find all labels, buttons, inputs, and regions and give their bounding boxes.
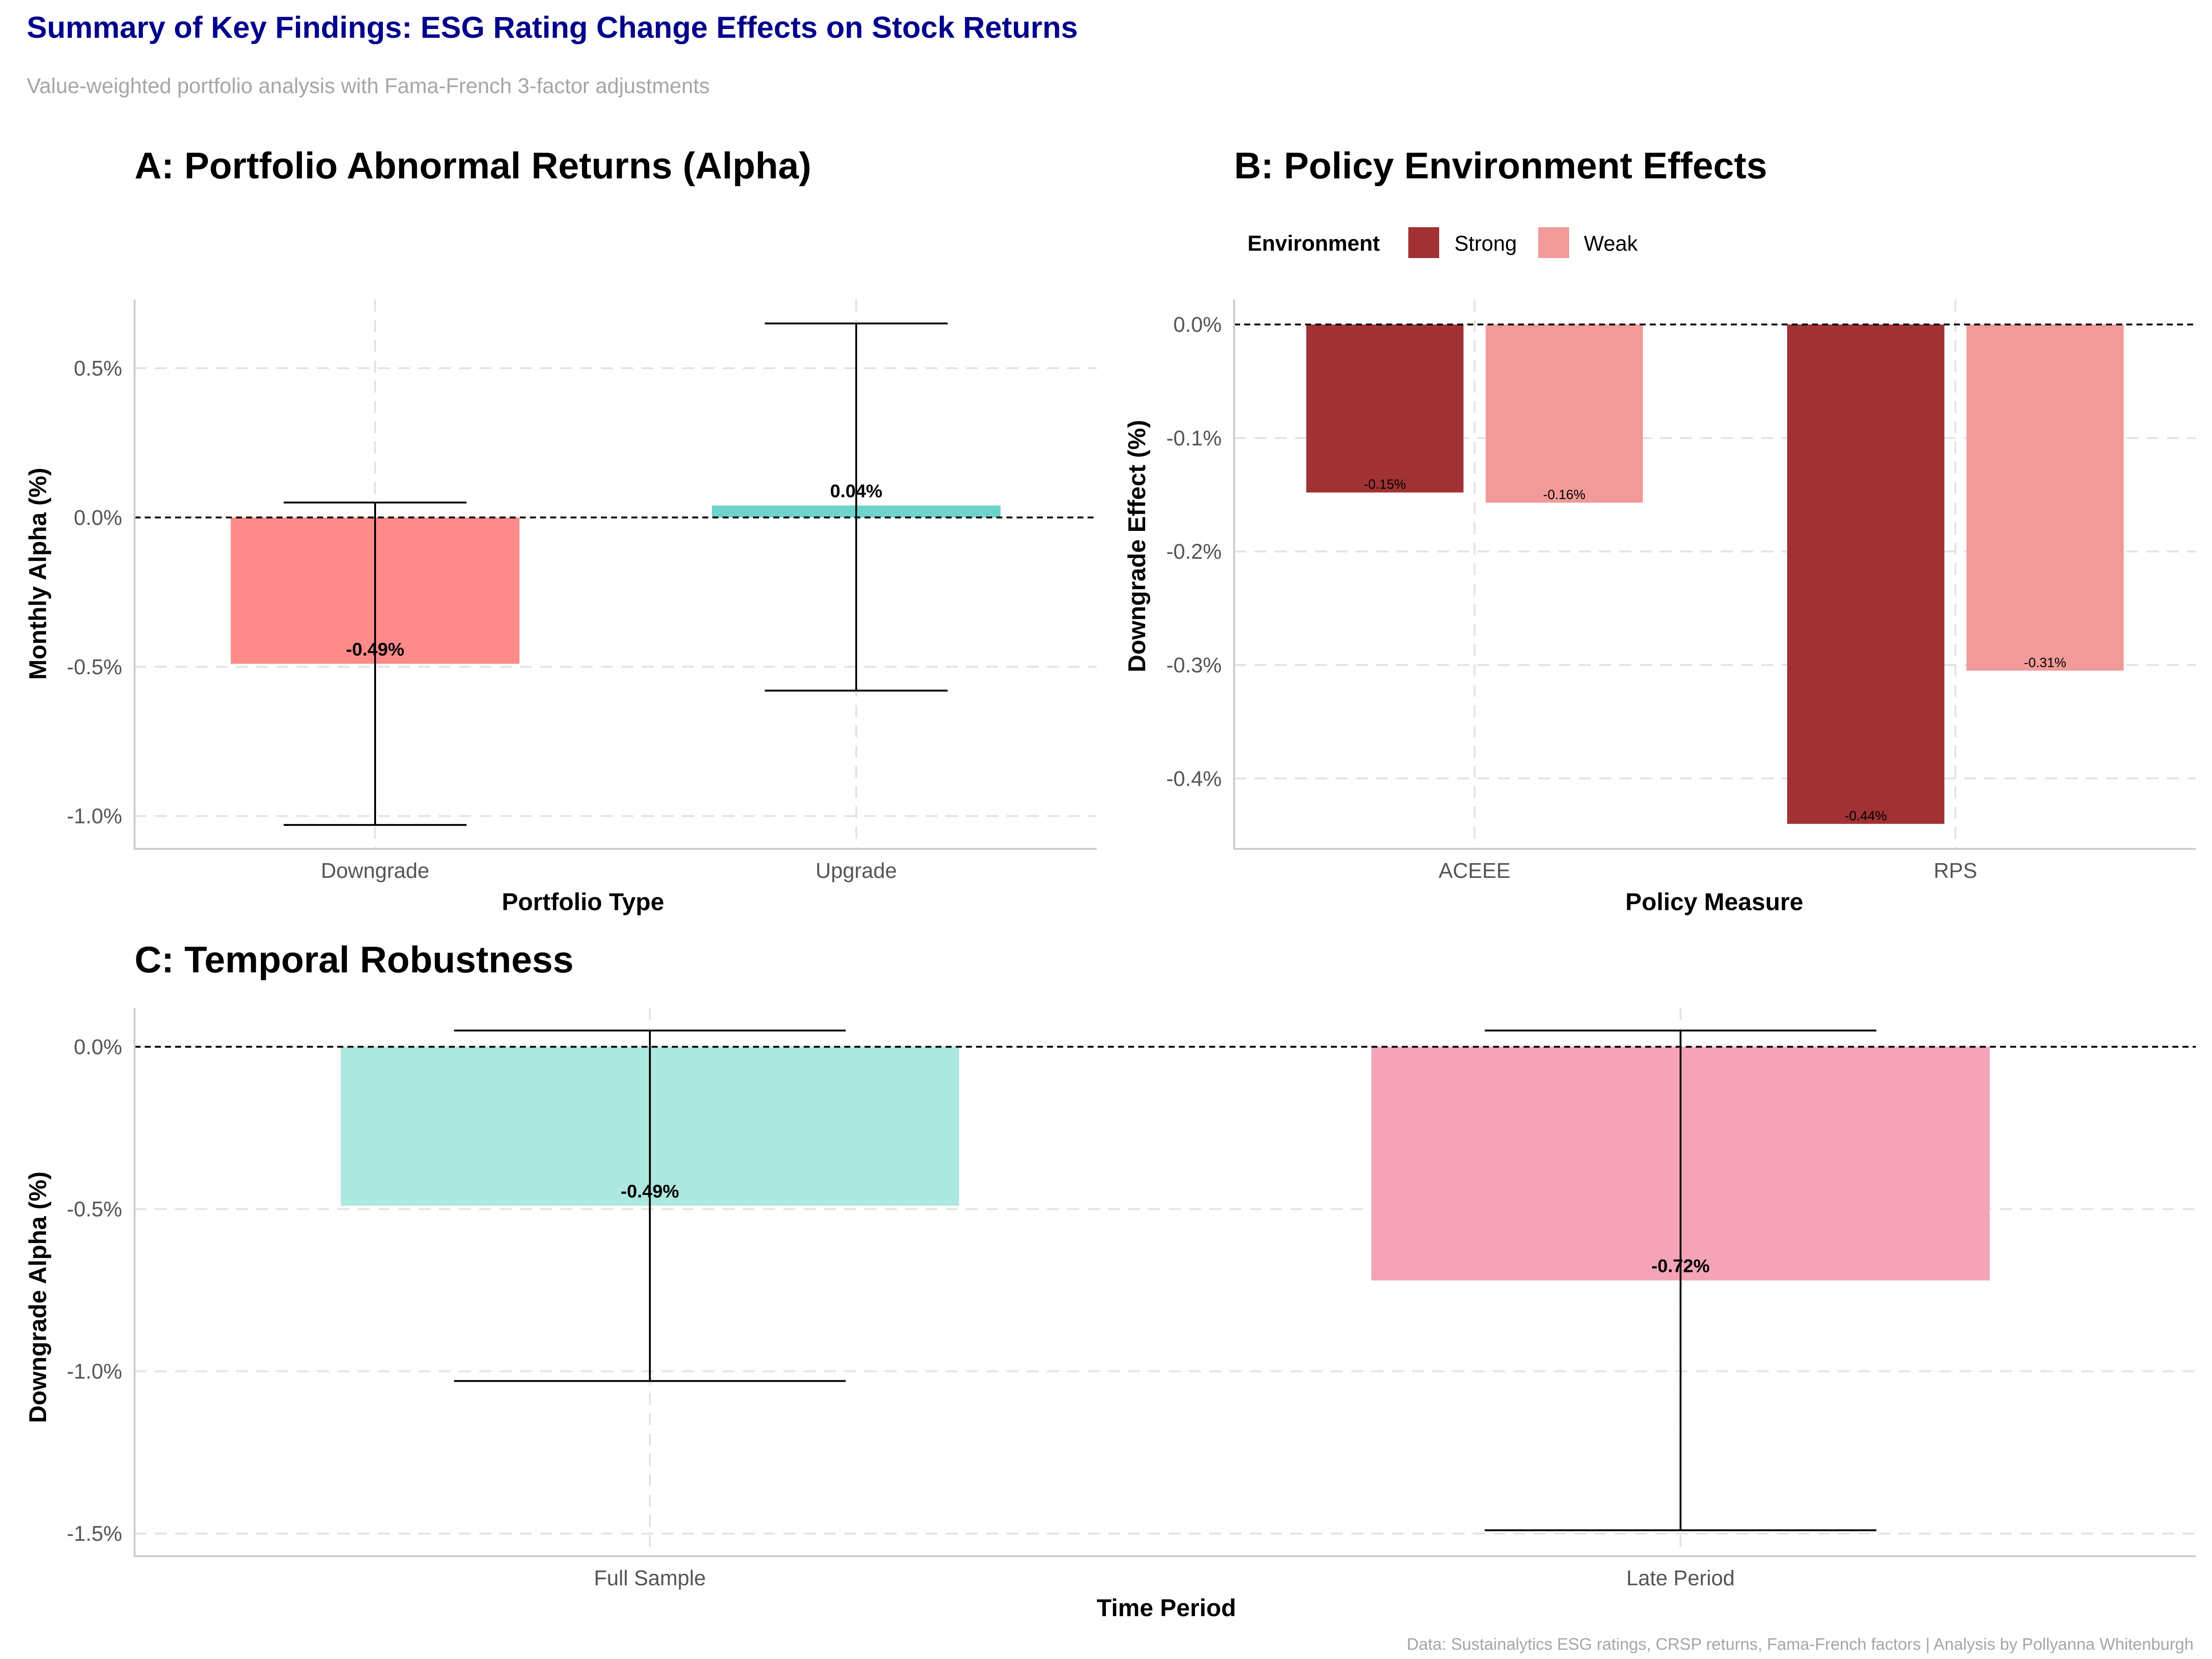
figure-title: Summary of Key Findings: ESG Rating Chan… xyxy=(27,10,1078,44)
panel-c-y-axis-title: Downgrade Alpha (%) xyxy=(24,1171,52,1423)
legend-label-strong: Strong xyxy=(1454,231,1517,255)
panel-a-y-tick-label: 0.5% xyxy=(74,356,122,380)
panel-c-error-bar xyxy=(454,1030,846,1382)
panel-a-bar-data-label: -0.49% xyxy=(346,639,405,659)
panel-a-x-axis-title: Portfolio Type xyxy=(502,888,664,916)
panel-c-y-tick-label: 0.0% xyxy=(74,1035,122,1059)
legend-label-weak: Weak xyxy=(1584,231,1638,255)
panel-c-x-tick-label: Late Period xyxy=(1626,1566,1735,1590)
panel-c-bar-data-label: -0.49% xyxy=(621,1182,679,1202)
panel-b-bar-weak-aceee xyxy=(1485,324,1643,503)
panel-a-y-tick-label: 0.0% xyxy=(74,506,122,529)
panel-a-y-axis-title: Monthly Alpha (%) xyxy=(24,468,52,680)
panel-b-x-axis-title: Policy Measure xyxy=(1625,888,1803,916)
panel-a-y-tick-label: -1.0% xyxy=(67,804,122,828)
panel-c-y-tick-label: -1.0% xyxy=(67,1359,122,1383)
panel-c-axis-lines xyxy=(134,1008,2196,1557)
panel-b-bar-data-label: -0.44% xyxy=(1845,809,1887,824)
panel-b-y-tick-label: -0.2% xyxy=(1166,540,1222,564)
panel-b-y-tick-label: -0.4% xyxy=(1166,766,1222,790)
panel-a-error-bar xyxy=(765,322,948,692)
panel-b-title: B: Policy Environment Effects xyxy=(1234,145,1767,187)
panel-c-title: C: Temporal Robustness xyxy=(135,939,574,981)
panel-b-x-tick-label: ACEEE xyxy=(1439,859,1511,882)
panel-b-bar-strong-rps xyxy=(1787,324,1945,824)
panel-a-plot-area: -1.0% -0.5% 0.0% 0.5% -0.49% 0.04% Downgrade Up… xyxy=(67,300,1097,882)
panel-b-x-tick-label: RPS xyxy=(1934,859,1977,882)
panel-b-bar-strong-aceee xyxy=(1306,324,1464,493)
panel-c-y-tick-label: -0.5% xyxy=(67,1197,122,1221)
panel-b-legend-title: Environment xyxy=(1247,231,1380,255)
panel-c-x-axis-title: Time Period xyxy=(1097,1594,1236,1622)
panel-c-bar-data-label: -0.72% xyxy=(1651,1256,1710,1276)
panel-b-bar-data-label: -0.15% xyxy=(1364,477,1406,492)
panel-c-temporal-robustness: C: Temporal Robustness -1.5% -1.0% -0.5% 0.… xyxy=(24,939,2196,1622)
figure-subtitle: Value-weighted portfolio analysis with F… xyxy=(27,74,710,98)
panel-c-plot-area: -1.5% -1.0% -0.5% 0.0% -0.49% -0.72% Full Samp… xyxy=(67,1008,2196,1590)
panel-a-y-tick-label: -0.5% xyxy=(67,655,122,679)
panel-b-bar-data-label: -0.31% xyxy=(2024,655,2066,670)
panel-b-plot-area: -0.4% -0.3% -0.2% -0.1% 0.0% -0.15% -0.16% -0.4… xyxy=(1166,300,2196,882)
panel-c-x-tick-label: Full Sample xyxy=(594,1566,706,1590)
panel-b-bar-weak-rps xyxy=(1966,324,2124,671)
panel-b-y-tick-label: -0.3% xyxy=(1166,653,1222,677)
panel-b-y-tick-label: -0.1% xyxy=(1166,426,1222,450)
panel-b-y-tick-label: 0.0% xyxy=(1173,312,1222,336)
panel-b-y-axis-title: Downgrade Effect (%) xyxy=(1124,420,1151,672)
panel-a-portfolio-alpha: A: Portfolio Abnormal Returns (Alpha) -1… xyxy=(24,145,1097,916)
panel-a-error-bar xyxy=(283,501,467,826)
panel-a-axis-lines xyxy=(134,300,1097,850)
panel-c-y-tick-label: -1.5% xyxy=(67,1522,122,1546)
panel-b-policy-environment: B: Policy Environment Effects Environmen… xyxy=(1124,145,2196,916)
panel-a-x-tick-label: Upgrade xyxy=(816,859,897,882)
panel-a-x-tick-label: Downgrade xyxy=(321,859,429,882)
panel-b-axis-lines xyxy=(1233,300,2196,850)
figure-caption: Data: Sustainalytics ESG ratings, CRSP r… xyxy=(1407,1635,2194,1653)
legend-swatch-weak xyxy=(1538,227,1569,258)
panel-a-title: A: Portfolio Abnormal Returns (Alpha) xyxy=(135,145,811,187)
panel-b-bar-data-label: -0.16% xyxy=(1543,488,1585,502)
panel-a-bar-data-label: 0.04% xyxy=(830,481,882,501)
panel-c-error-bar xyxy=(1484,1030,1877,1531)
legend-swatch-strong xyxy=(1408,227,1439,258)
panel-b-legend: Environment Strong Weak xyxy=(1247,227,1638,258)
